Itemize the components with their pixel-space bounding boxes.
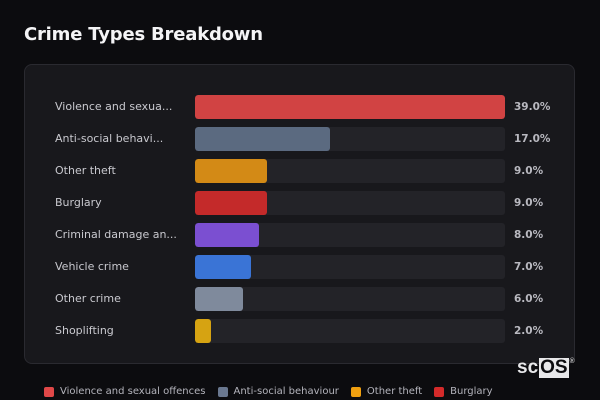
value-label: 8.0% <box>514 229 544 241</box>
category-label: Violence and sexua... <box>55 100 173 113</box>
logo-boxed: OS <box>539 357 569 378</box>
category-label: Other theft <box>55 164 116 177</box>
category-label: Burglary <box>55 196 102 209</box>
bar-fill[interactable] <box>195 223 259 247</box>
legend-label: Burglary <box>450 386 493 397</box>
bar-row: Anti-social behavi... 17.0% <box>25 127 574 151</box>
bar-row: Other theft 9.0% <box>25 159 574 183</box>
chart-card: Violence and sexua... 39.0% Anti-social … <box>24 64 575 364</box>
logo-prefix: sc <box>517 357 539 378</box>
category-label: Criminal damage an... <box>55 228 177 241</box>
legend-item[interactable]: Anti-social behaviour <box>217 386 339 397</box>
bar-track <box>195 95 505 119</box>
bar-fill[interactable] <box>195 255 251 279</box>
legend-item[interactable]: Burglary <box>434 386 493 397</box>
bar-track <box>195 319 505 343</box>
bar-fill[interactable] <box>195 127 331 151</box>
category-label: Vehicle crime <box>55 260 129 273</box>
bar-row: Shoplifting 2.0% <box>25 319 574 343</box>
bar-fill[interactable] <box>195 319 211 343</box>
bar-fill[interactable] <box>195 95 505 119</box>
registered-mark-icon: ® <box>569 358 575 365</box>
bar-fill[interactable] <box>195 159 267 183</box>
chart-title: Crime Types Breakdown <box>24 24 263 45</box>
bar-row: Vehicle crime 7.0% <box>25 255 574 279</box>
value-label: 17.0% <box>514 133 551 145</box>
value-label: 2.0% <box>514 325 544 337</box>
legend-label: Other theft <box>366 386 423 397</box>
bar-row: Criminal damage an... 8.0% <box>25 223 574 247</box>
value-label: 6.0% <box>514 293 544 305</box>
category-label: Anti-social behavi... <box>55 132 164 145</box>
bar-track <box>195 223 505 247</box>
bar-track <box>195 287 505 311</box>
chart-legend: Violence and sexual offences Anti-social… <box>44 386 493 397</box>
legend-swatch-icon <box>434 386 445 397</box>
bar-fill[interactable] <box>195 287 243 311</box>
category-label: Shoplifting <box>55 324 114 337</box>
scos-logo: sc OS ® <box>517 358 575 378</box>
legend-item[interactable]: Violence and sexual offences <box>44 386 206 397</box>
bar-track <box>195 191 505 215</box>
bar-track <box>195 159 505 183</box>
bar-track <box>195 127 505 151</box>
legend-item[interactable]: Other theft <box>350 386 423 397</box>
value-label: 39.0% <box>514 101 551 113</box>
bar-row: Burglary 9.0% <box>25 191 574 215</box>
bar-track <box>195 255 505 279</box>
category-label: Other crime <box>55 292 121 305</box>
bar-row: Other crime 6.0% <box>25 287 574 311</box>
legend-swatch-icon <box>350 386 361 397</box>
value-label: 9.0% <box>514 197 544 209</box>
value-label: 9.0% <box>514 165 544 177</box>
legend-label: Anti-social behaviour <box>233 386 339 397</box>
value-label: 7.0% <box>514 261 544 273</box>
bar-fill[interactable] <box>195 191 267 215</box>
legend-label: Violence and sexual offences <box>60 386 206 397</box>
bar-row: Violence and sexua... 39.0% <box>25 95 574 119</box>
legend-swatch-icon <box>217 386 228 397</box>
legend-swatch-icon <box>44 386 54 397</box>
